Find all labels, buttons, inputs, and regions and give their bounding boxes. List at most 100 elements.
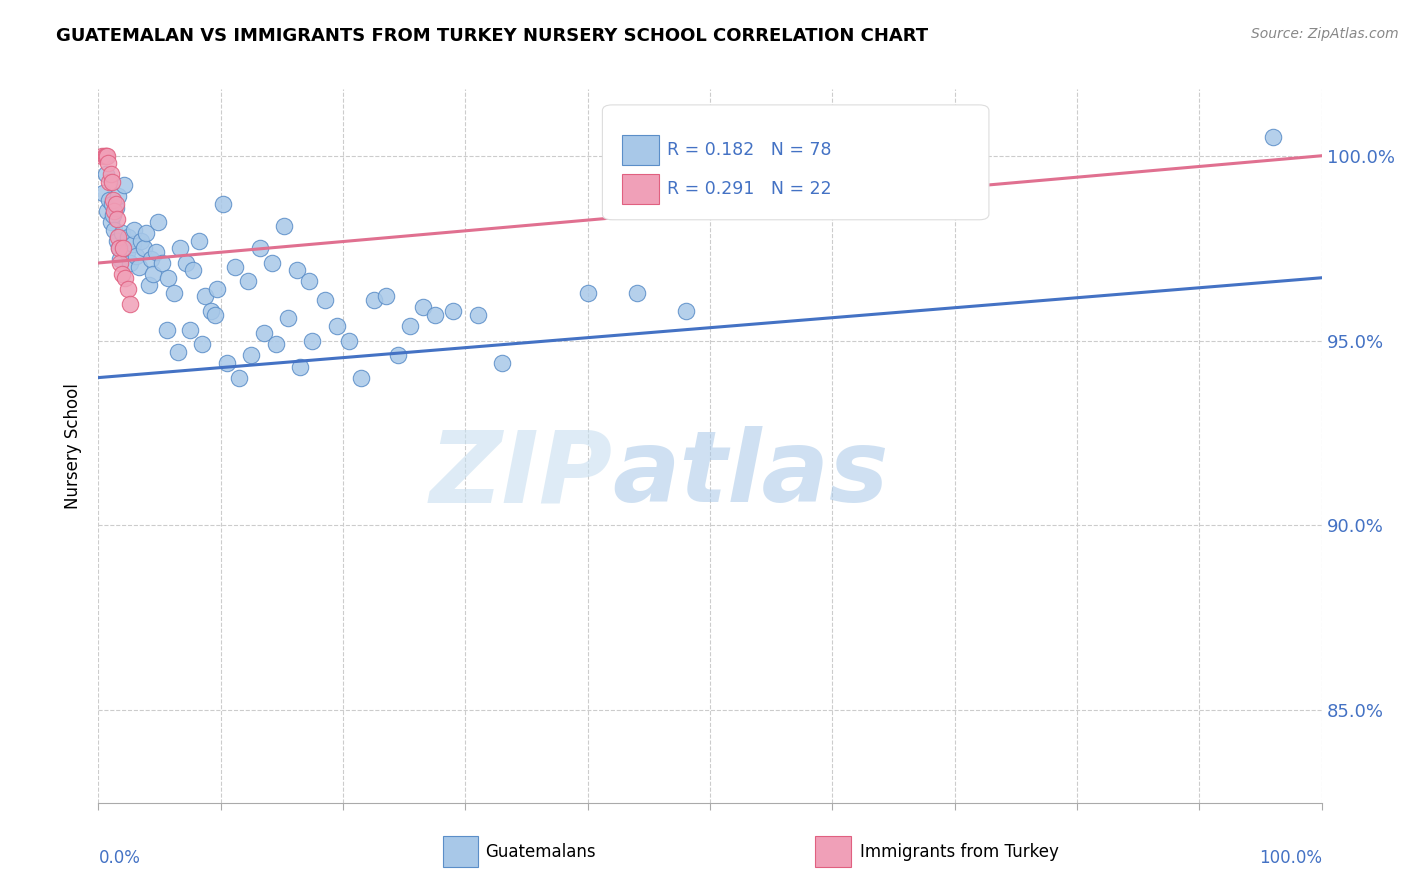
Point [104, 201, 127, 215]
Point [115, 244, 138, 259]
Point [326, 318, 349, 333]
Point [114, 270, 136, 285]
Point [262, 256, 284, 270]
Point [240, 348, 263, 362]
Point [157, 270, 180, 285]
Point [194, 289, 217, 303]
Point [215, 356, 238, 370]
Point [112, 178, 135, 193]
Point [108, 241, 131, 255]
Point [110, 256, 132, 270]
Point [273, 219, 295, 233]
Point [314, 293, 336, 307]
Point [101, 208, 124, 222]
Point [145, 244, 167, 259]
Point [100, 215, 122, 229]
Point [105, 234, 128, 248]
Point [132, 241, 155, 255]
Point [889, 149, 911, 163]
Point [249, 241, 271, 255]
Point [441, 304, 464, 318]
Point [117, 230, 139, 244]
Point [163, 285, 186, 300]
Point [100, 167, 122, 181]
Point [252, 326, 274, 341]
Point [111, 241, 134, 255]
Point [94, 149, 117, 163]
Point [387, 348, 409, 362]
Point [363, 293, 385, 307]
Point [148, 215, 170, 229]
Point [125, 249, 148, 263]
Point [98, 193, 121, 207]
Point [204, 308, 226, 322]
Point [104, 196, 127, 211]
Point [129, 234, 152, 248]
Point [179, 322, 201, 336]
Point [301, 334, 323, 348]
Point [111, 267, 134, 281]
Point [101, 175, 124, 189]
Point [91, 149, 114, 163]
Point [96, 204, 118, 219]
Point [128, 260, 150, 274]
Text: atlas: atlas [612, 426, 889, 523]
Y-axis label: Nursery School: Nursery School [63, 383, 82, 509]
Text: R = 0.182   N = 78: R = 0.182 N = 78 [668, 141, 832, 159]
Point [120, 256, 142, 270]
Point [107, 189, 129, 203]
Point [169, 241, 191, 255]
Text: 100.0%: 100.0% [1258, 849, 1322, 867]
Point [91, 186, 114, 200]
Point [156, 322, 179, 336]
Point [121, 237, 143, 252]
Point [290, 359, 312, 374]
Point [150, 256, 173, 270]
Point [101, 193, 124, 207]
Point [107, 230, 129, 244]
Point [675, 304, 697, 318]
Point [96, 149, 118, 163]
Text: Guatemalans: Guatemalans [485, 843, 596, 861]
Point [176, 256, 198, 270]
Point [298, 275, 321, 289]
Text: GUATEMALAN VS IMMIGRANTS FROM TURKEY NURSERY SCHOOL CORRELATION CHART: GUATEMALAN VS IMMIGRANTS FROM TURKEY NUR… [56, 27, 928, 45]
Point [491, 356, 513, 370]
Point [138, 278, 160, 293]
Text: ZIP: ZIP [429, 426, 612, 523]
Point [412, 301, 434, 315]
Point [97, 156, 120, 170]
Point [122, 223, 145, 237]
Text: Immigrants from Turkey: Immigrants from Turkey [860, 843, 1059, 861]
Text: R = 0.291   N = 22: R = 0.291 N = 22 [668, 180, 832, 198]
FancyBboxPatch shape [621, 135, 658, 165]
Point [224, 260, 246, 274]
Point [212, 196, 235, 211]
Point [264, 337, 287, 351]
Point [191, 337, 214, 351]
Point [467, 308, 489, 322]
FancyBboxPatch shape [602, 105, 988, 219]
Point [200, 304, 222, 318]
Point [110, 252, 132, 267]
Point [167, 344, 190, 359]
Point [101, 196, 124, 211]
Point [142, 267, 165, 281]
Point [1261, 130, 1284, 145]
Point [423, 308, 446, 322]
Point [626, 285, 648, 300]
Point [181, 263, 204, 277]
Point [117, 282, 139, 296]
Point [94, 167, 117, 181]
Point [98, 175, 121, 189]
Point [277, 311, 299, 326]
Point [108, 241, 131, 255]
Point [285, 263, 308, 277]
Point [103, 223, 125, 237]
Point [187, 234, 209, 248]
Point [105, 211, 128, 226]
Text: 0.0%: 0.0% [98, 849, 141, 867]
Point [350, 370, 373, 384]
FancyBboxPatch shape [621, 174, 658, 204]
Point [111, 227, 134, 241]
